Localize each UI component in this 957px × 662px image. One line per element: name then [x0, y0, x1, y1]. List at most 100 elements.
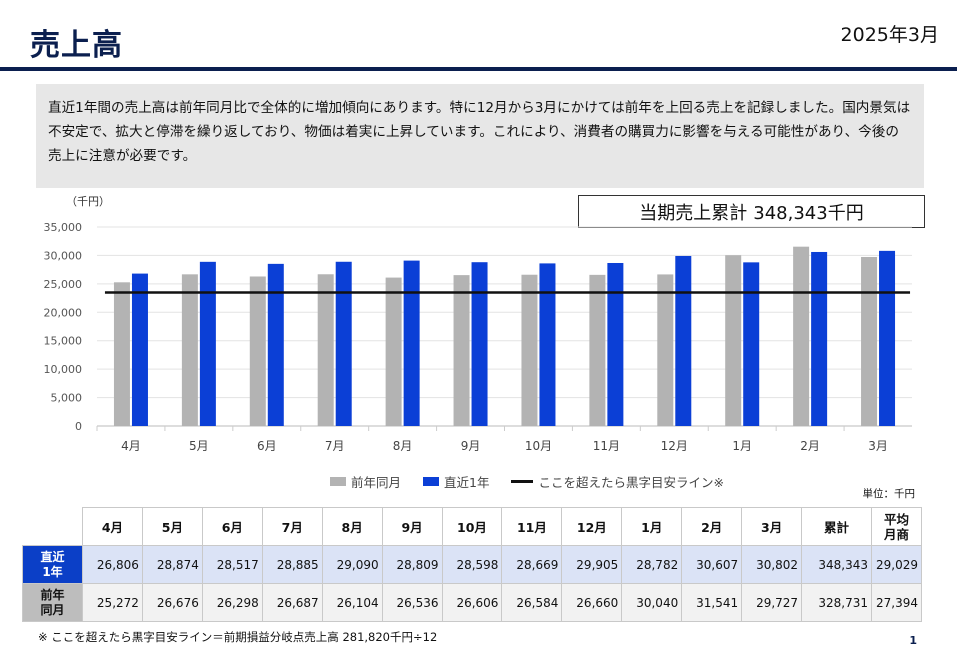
report-period: 2025年3月	[840, 24, 939, 46]
x-category-label: 7月	[325, 439, 345, 453]
table-row-label: 直近 1年	[22, 545, 83, 584]
table-cell: 28,669	[501, 545, 563, 584]
bar-recent-year	[471, 262, 488, 426]
bar-prior-year	[317, 274, 334, 426]
bar-prior-year	[725, 255, 742, 426]
x-category-label: 5月	[189, 439, 209, 453]
table-cell: 29,029	[871, 545, 922, 584]
y-tick-label: 20,000	[44, 306, 83, 319]
page-title: 売上高	[30, 28, 123, 63]
bar-prior-year	[657, 274, 674, 426]
x-category-label: 8月	[393, 439, 413, 453]
bar-prior-year	[793, 246, 810, 426]
table-header-cell: 9月	[381, 507, 443, 546]
table-header-cell: 6月	[201, 507, 263, 546]
bar-prior-year	[453, 275, 470, 426]
legend-swatch-breakeven	[511, 480, 534, 483]
table-cell: 26,298	[201, 583, 263, 622]
y-tick-label: 5,000	[51, 392, 83, 405]
bar-prior-year	[249, 276, 266, 426]
x-category-label: 4月	[121, 439, 141, 453]
legend-item-prior: 前年同月	[330, 472, 401, 491]
sales-table: 4月 5月 6月 7月 8月 9月 10月 11月 12月 1月 2月 3月 累計 平均 月商 直近 1年 26…	[22, 507, 922, 622]
table-cell: 30,802	[741, 545, 803, 584]
page-number: 1	[909, 634, 917, 647]
table-cell: 26,676	[141, 583, 203, 622]
table-cell: 25,272	[82, 583, 143, 622]
table-cell: 28,598	[441, 545, 503, 584]
table-header-cell: 平均 月商	[871, 507, 922, 546]
table-cell: 28,517	[201, 545, 263, 584]
cumulative-value: 348,343千円	[753, 202, 864, 224]
legend-item-recent: 直近1年	[423, 472, 489, 491]
table-cell: 27,394	[871, 583, 922, 622]
x-category-label: 9月	[461, 439, 481, 453]
table-cell: 28,782	[621, 545, 683, 584]
legend-label-prior: 前年同月	[351, 475, 402, 490]
table-cell: 29,090	[321, 545, 383, 584]
bar-recent-year	[811, 251, 828, 426]
cumulative-label: 当期売上累計	[639, 202, 748, 224]
legend-item-breakeven: ここを超えたら黒字目安ライン※	[511, 472, 724, 491]
summary-text: 直近1年間の売上高は前年同月比で全体的に増加傾向にあります。特に12月から3月に…	[36, 84, 924, 188]
table-header-cell: 10月	[441, 507, 503, 546]
table-corner	[22, 507, 83, 546]
table-cell: 26,584	[501, 583, 563, 622]
table-header-cell: 2月	[681, 507, 743, 546]
y-tick-label: 10,000	[44, 363, 83, 376]
table-header-cell: 12月	[561, 507, 623, 546]
table-cell: 28,885	[261, 545, 323, 584]
footnote: ※ ここを超えたら黒字目安ライン＝前期損益分岐点売上高 281,820千円÷12	[38, 630, 438, 644]
table-cell: 30,607	[681, 545, 743, 584]
bar-prior-year	[521, 274, 538, 426]
bar-prior-year	[589, 274, 606, 426]
table-header-cell: 11月	[501, 507, 563, 546]
table-cell: 30,040	[621, 583, 683, 622]
bar-recent-year	[267, 263, 284, 426]
table-cell: 28,809	[381, 545, 443, 584]
bar-recent-year	[403, 260, 420, 426]
y-tick-label: 15,000	[44, 335, 83, 348]
x-category-label: 12月	[661, 439, 688, 453]
sales-bar-chart: 0 5,000 10,000 15,000 20,000 25,000 30,000 35,0…	[44, 221, 912, 453]
y-axis-unit: （千円）	[66, 195, 110, 208]
table-row-label: 前年 同月	[22, 583, 83, 622]
table-header-cell: 7月	[261, 507, 323, 546]
legend-label-recent: 直近1年	[444, 475, 490, 490]
cumulative-sales-box: 当期売上累計 348,343千円	[578, 195, 925, 228]
table-header-cell: 累計	[801, 507, 872, 546]
legend-label-breakeven: ここを超えたら黒字目安ライン※	[538, 475, 724, 490]
table-cell: 328,731	[801, 583, 872, 622]
x-category-label: 10月	[525, 439, 552, 453]
legend-swatch-prior	[330, 477, 346, 486]
table-cell: 26,606	[441, 583, 503, 622]
bar-recent-year	[539, 263, 556, 426]
table-cell: 26,660	[561, 583, 623, 622]
table-header-cell: 4月	[82, 507, 143, 546]
bar-prior-year	[113, 282, 130, 426]
x-category-label: 2月	[800, 439, 820, 453]
table-row: 直近 1年 26,806 28,874 28,517 28,885 29,090 28,809…	[22, 545, 922, 584]
bar-recent-year	[199, 261, 216, 426]
table-unit: 単位：千円	[862, 488, 916, 500]
bar-prior-year	[385, 277, 402, 426]
y-tick-label: 30,000	[44, 249, 83, 262]
table-header-cell: 3月	[741, 507, 803, 546]
bar-recent-year	[607, 262, 624, 426]
table-cell: 29,727	[741, 583, 803, 622]
table-cell: 26,104	[321, 583, 383, 622]
title-divider	[0, 67, 957, 71]
y-tick-label: 35,000	[44, 221, 83, 234]
x-category-label: 1月	[732, 439, 752, 453]
bar-prior-year	[861, 256, 878, 426]
table-cell: 31,541	[681, 583, 743, 622]
table-header-cell: 8月	[321, 507, 383, 546]
y-tick-label: 0	[75, 420, 82, 433]
table-cell: 348,343	[801, 545, 872, 584]
table-cell: 28,874	[141, 545, 203, 584]
x-category-label: 6月	[257, 439, 277, 453]
bar-recent-year	[879, 250, 896, 426]
table-cell: 26,687	[261, 583, 323, 622]
bar-recent-year	[131, 273, 148, 426]
legend-swatch-recent	[423, 477, 440, 486]
